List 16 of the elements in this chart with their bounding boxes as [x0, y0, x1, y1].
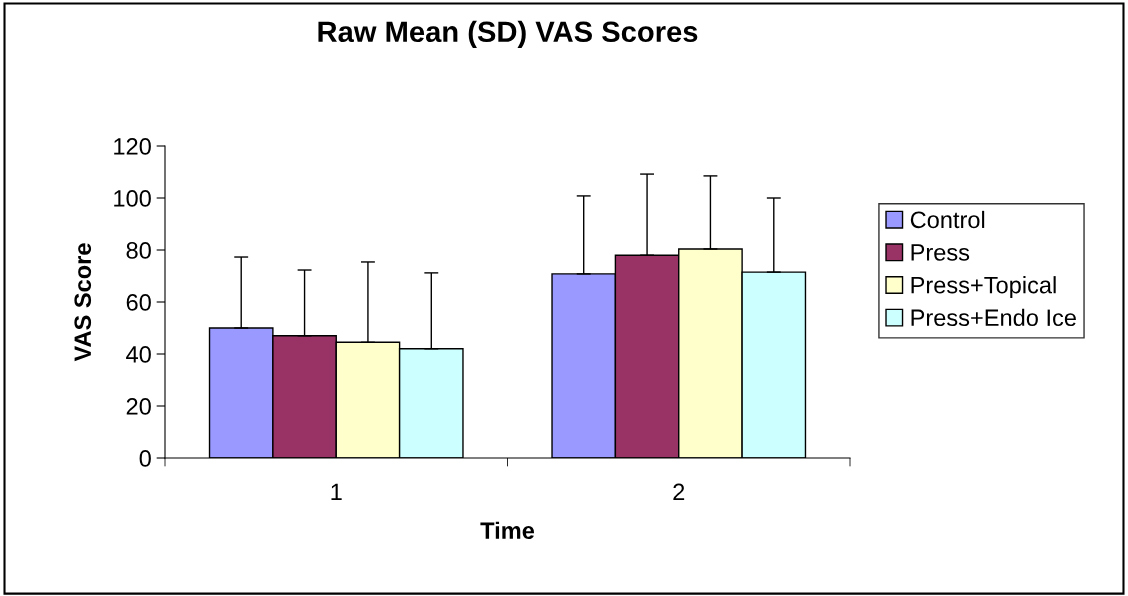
y-tick-label: 60	[126, 294, 151, 311]
y-tick-label: 100	[114, 190, 151, 207]
x-tick-label: 1	[331, 483, 342, 501]
legend-label: Press+Endo Ice	[911, 308, 1076, 327]
y-axis-title: VAS Score	[74, 243, 92, 362]
y-tick-label: 40	[126, 346, 151, 363]
legend-label: Control	[910, 210, 985, 229]
y-tick-label: 0	[139, 450, 151, 467]
y-tick-label: 20	[126, 398, 151, 415]
chart-title: Raw Mean (SD) VAS Scores	[318, 20, 698, 48]
y-tick-label: 80	[126, 242, 151, 259]
legend-label: Press+Topical	[911, 276, 1056, 299]
legend-label: Press	[911, 244, 970, 261]
y-tick-label: 120	[114, 138, 151, 155]
x-axis-title: Time	[480, 521, 535, 540]
x-tick-label: 2	[673, 483, 685, 501]
